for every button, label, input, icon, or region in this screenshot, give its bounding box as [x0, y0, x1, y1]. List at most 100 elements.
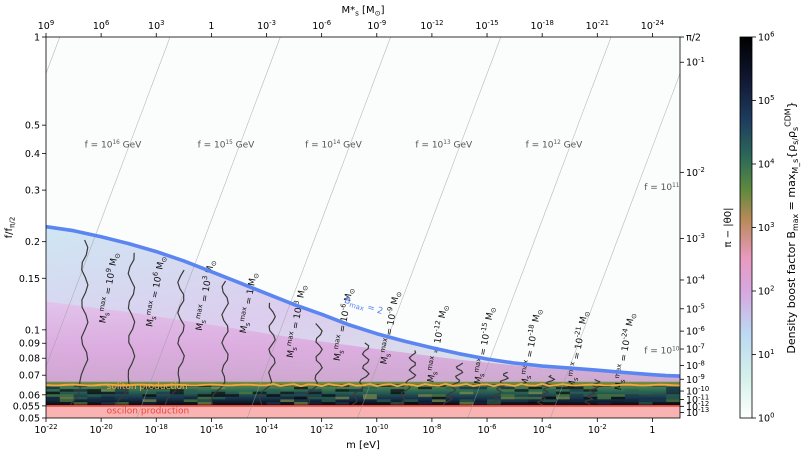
- y-tick-label: 0.2: [25, 237, 40, 248]
- top-tick-label: 109: [38, 19, 54, 32]
- heatmap-cell: [569, 386, 584, 390]
- heatmap-cell: [114, 391, 129, 395]
- x-tick-label: 10-12: [310, 423, 333, 436]
- x-tick-label: 10-22: [34, 423, 57, 436]
- heatmap-cell: [349, 402, 363, 405]
- heatmap-cell: [418, 402, 432, 405]
- heatmap-cell: [307, 396, 322, 400]
- heatmap-cell: [500, 389, 515, 392]
- heatmap-cell: [266, 394, 281, 397]
- heatmap-cell: [666, 399, 680, 402]
- heatmap-cell: [624, 391, 639, 395]
- heatmap-cell: [487, 399, 501, 402]
- heatmap-cell: [59, 396, 74, 400]
- mass-contour-label: Msmax = 10-9 M⊙: [377, 290, 404, 365]
- f-contour-label: f = 1014 GeV: [305, 140, 363, 150]
- top-tick-label: 10-9: [367, 19, 386, 32]
- heatmap-cell: [101, 402, 115, 405]
- heatmap-cell: [404, 402, 419, 405]
- colorbar-tick-label: 103: [758, 221, 774, 234]
- heatmap-cell: [197, 399, 212, 402]
- heatmap-cell: [211, 396, 226, 400]
- mass-contour-label: Msmax = 106 M⊙: [142, 255, 168, 328]
- heatmap-cell: [514, 391, 529, 395]
- heatmap-cell: [500, 396, 515, 400]
- plot-frame: [45, 36, 681, 419]
- region-mid-boost: [46, 301, 680, 389]
- heatmap-cell: [500, 399, 515, 402]
- heatmap-cell: [183, 399, 198, 402]
- heatmap-cell: [307, 389, 322, 392]
- mass-contour-line: [114, 252, 136, 406]
- heatmap-cell: [307, 391, 322, 395]
- heatmap-cell: [73, 402, 88, 405]
- soliton-region-label: soliton production: [107, 382, 188, 392]
- heatmap-cell: [528, 386, 543, 390]
- heatmap-cell: [156, 391, 171, 395]
- heatmap-cell: [390, 389, 405, 392]
- heatmap-cell: [197, 394, 212, 397]
- x-tick-label: 10-18: [145, 423, 168, 436]
- top-tick-label: 10-15: [475, 19, 498, 32]
- colorbar-tick-label: 106: [758, 31, 774, 44]
- heatmap-cell: [404, 386, 419, 390]
- heatmap-cell: [197, 396, 212, 400]
- heatmap-cell: [59, 394, 74, 397]
- mass-contour-label: Msmax = 10-15 M⊙: [471, 306, 499, 386]
- right-axis-title: π − |θ0|: [723, 208, 734, 248]
- heatmap-cell: [583, 394, 598, 397]
- y-tick-label: 1: [34, 33, 40, 44]
- colorbar: [739, 36, 753, 419]
- heatmap-cell: [487, 402, 501, 405]
- x-tick-label: 10-4: [533, 423, 552, 436]
- colorbar-tick-label: 100: [758, 412, 774, 425]
- heatmap-cell: [59, 389, 74, 392]
- heatmap-cell: [431, 396, 446, 400]
- top-tick-label: 1: [208, 21, 214, 32]
- heatmap-cell: [170, 389, 184, 392]
- mass-contour-line: [258, 302, 276, 405]
- mass-contour-line: [69, 239, 89, 406]
- heatmap-cell: [142, 386, 157, 390]
- heatmap-cell: [624, 389, 639, 392]
- f-contour-label: f = 1015 GeV: [198, 140, 256, 150]
- heatmap-cell: [294, 402, 308, 405]
- heatmap-cell: [280, 391, 295, 395]
- heatmap-cell: [542, 399, 556, 402]
- heatmap-cell: [142, 402, 157, 405]
- mass-contour-line: [536, 374, 556, 406]
- heatmap-cell: [321, 386, 336, 390]
- heatmap-cell: [170, 391, 184, 395]
- heatmap-cell: [652, 399, 667, 402]
- heatmap-cell: [459, 399, 474, 402]
- heatmap-cell: [225, 394, 239, 397]
- heatmap-cell: [666, 396, 680, 400]
- right-tick-label: 10-13: [686, 406, 709, 419]
- heatmap-cell: [266, 389, 281, 392]
- f-contour-label: f = 1016 GeV: [85, 140, 143, 150]
- heatmap-cell: [556, 396, 570, 400]
- f-contour-line: [136, 37, 281, 418]
- heatmap-cell: [376, 399, 391, 402]
- colorbar-title: Density boost factor Bmax = maxM_s{ρs/ρs…: [784, 101, 800, 353]
- colorbar-tick-label: 102: [758, 285, 774, 298]
- heatmap-cell: [183, 396, 198, 400]
- heatmap-cell: [114, 396, 129, 400]
- heatmap-cell: [211, 394, 226, 397]
- heatmap-cell: [583, 386, 598, 390]
- heatmap-cell: [611, 394, 625, 397]
- f-contour-line: [46, 37, 171, 368]
- f-contour-label: f = 1012 GeV: [526, 140, 584, 150]
- colorbar-tick-label: 104: [758, 158, 774, 171]
- heatmap-cell: [280, 396, 295, 400]
- y-tick-label: 0.055: [13, 401, 40, 412]
- heatmap-cell: [114, 389, 129, 392]
- x-tick-label: 10-16: [200, 423, 223, 436]
- heatmap-cell: [556, 394, 570, 397]
- heatmap-cell: [363, 394, 377, 397]
- axis-ticks: [42, 33, 684, 422]
- heatmap-cell: [611, 396, 625, 400]
- heatmap-cell: [528, 391, 543, 395]
- x-tick-label: 1: [649, 425, 655, 436]
- heatmap-cell: [46, 394, 60, 397]
